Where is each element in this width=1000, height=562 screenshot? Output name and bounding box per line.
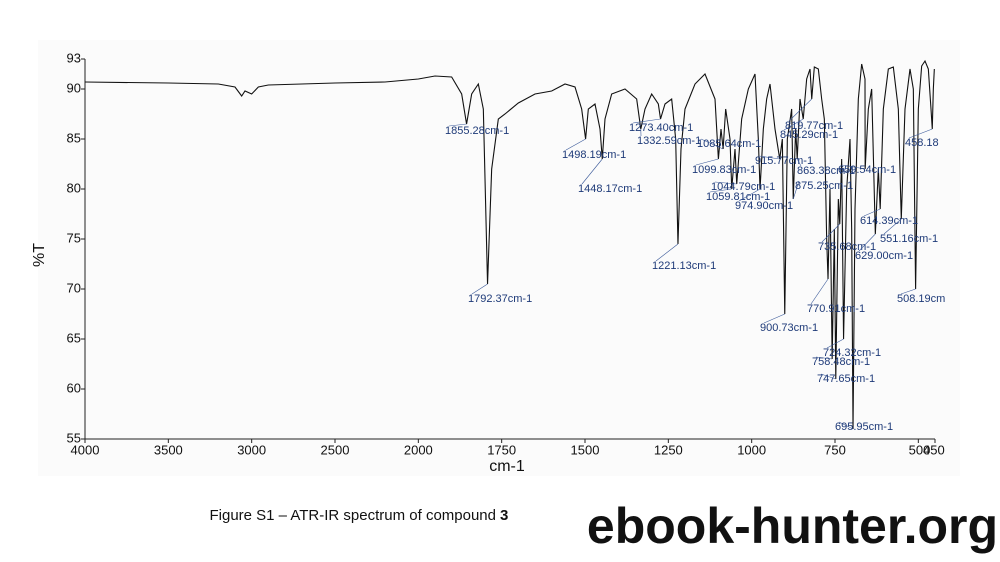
caption-compound: 3 (500, 507, 508, 524)
peak-leader (758, 155, 780, 160)
peak-label: 747.65cm-1 (817, 373, 875, 385)
peak-label: 735.68cm-1 (818, 241, 876, 253)
x-tick-label: 2000 (404, 442, 433, 457)
peak-label: 458.18 (905, 137, 939, 149)
peak-label: 875.25cm-1 (795, 180, 853, 192)
peak-label: 1448.17cm-1 (578, 183, 642, 195)
watermark: ebook-hunter.org (587, 498, 998, 554)
peak-label: 1221.13cm-1 (652, 260, 716, 272)
y-axis-label: %T (31, 243, 48, 267)
peak-label: 974.90cm-1 (735, 200, 793, 212)
x-tick-label: 1500 (571, 442, 600, 457)
peak-label: 724.32cm-1 (823, 347, 881, 359)
peak-leader (763, 313, 785, 324)
peak-leader (900, 288, 916, 295)
peak-label: 1085.64cm-1 (697, 138, 761, 150)
peak-label: 770.91cm-1 (807, 303, 865, 315)
peak-label: 629.00cm-1 (855, 250, 913, 262)
peak-leader (815, 356, 833, 360)
caption: Figure S1 – ATR-IR spectrum of compound (209, 507, 496, 524)
y-tick-label: 93 (67, 50, 81, 65)
peak-leader (471, 283, 488, 295)
x-tick-label: 2500 (321, 442, 350, 457)
peak-label: 1059.81cm-1 (706, 191, 770, 203)
peak-leader (738, 188, 761, 202)
peak-label: 915.77cm-1 (755, 155, 813, 167)
peak-leader (448, 123, 467, 127)
peak-leader (883, 218, 902, 235)
x-tick-label: 1000 (737, 442, 766, 457)
peak-leader (796, 158, 802, 167)
y-tick-label: 55 (67, 430, 81, 445)
peak-label: 1855.28cm-1 (445, 125, 509, 137)
peak-leader (826, 338, 844, 349)
peak-leader (838, 421, 854, 430)
y-tick-label: 60 (67, 380, 81, 395)
y-tick-label: 75 (67, 230, 81, 245)
y-tick-label: 65 (67, 330, 81, 345)
y-tick-label: 80 (67, 180, 81, 195)
x-axis-label: cm-1 (489, 458, 525, 475)
y-tick-label: 90 (67, 80, 81, 95)
peak-label: 845.29cm-1 (780, 129, 838, 141)
peak-leader (709, 188, 732, 193)
peak-leader (792, 180, 800, 200)
peak-leader (841, 164, 866, 170)
x-tick-label: 500 (909, 442, 931, 457)
spectrum-line (84, 59, 935, 430)
peak-leader (908, 128, 933, 139)
peak-leader (655, 243, 679, 262)
peak-label: 1044.79cm-1 (711, 181, 775, 193)
y-tick-label: 85 (67, 130, 81, 145)
peak-leader (700, 138, 724, 150)
peak-leader (858, 233, 876, 252)
peak-label: 1498.19cm-1 (562, 149, 626, 161)
x-tick-label: 750 (824, 442, 846, 457)
peak-label: 863.38cm-1 (797, 165, 855, 177)
peak-leader (783, 118, 804, 131)
y-tick-label: 70 (67, 280, 81, 295)
peak-leader (695, 158, 719, 166)
peak-label: 900.73cm-1 (760, 322, 818, 334)
peak-label: 758.48cm-1 (812, 356, 870, 368)
peak-leader (714, 181, 737, 185)
x-tick-label: 3500 (154, 442, 183, 457)
peak-label: 1332.59cm-1 (637, 135, 701, 147)
peak-label: 659.54cm-1 (838, 164, 896, 176)
x-tick-label: 3000 (237, 442, 266, 457)
peak-leader (863, 208, 881, 217)
plot-sheet (38, 40, 960, 476)
peak-label: 551.16cm-1 (880, 233, 938, 245)
peak-leader (581, 158, 603, 185)
peak-label: 508.19cm (897, 293, 945, 305)
x-tick-label: 4000 (71, 442, 100, 457)
peak-label: 1792.37cm-1 (468, 293, 532, 305)
peak-label: 1273.40cm-1 (629, 122, 693, 134)
peak-leader (565, 138, 586, 151)
peak-label: 1099.83cm-1 (692, 164, 756, 176)
peak-label: 819.77cm-1 (785, 120, 843, 132)
peak-leader (810, 278, 829, 305)
peak-leader (788, 98, 812, 122)
peak-label: 695.95cm-1 (835, 421, 893, 433)
peak-leader (821, 223, 840, 243)
x-tick-label: 1250 (654, 442, 683, 457)
peak-leader (632, 118, 661, 124)
peak-leader (820, 373, 836, 380)
x-tick-label: 450 (923, 442, 945, 457)
peak-label: 614.39cm-1 (860, 215, 918, 227)
x-tick-label: 1750 (487, 442, 516, 457)
